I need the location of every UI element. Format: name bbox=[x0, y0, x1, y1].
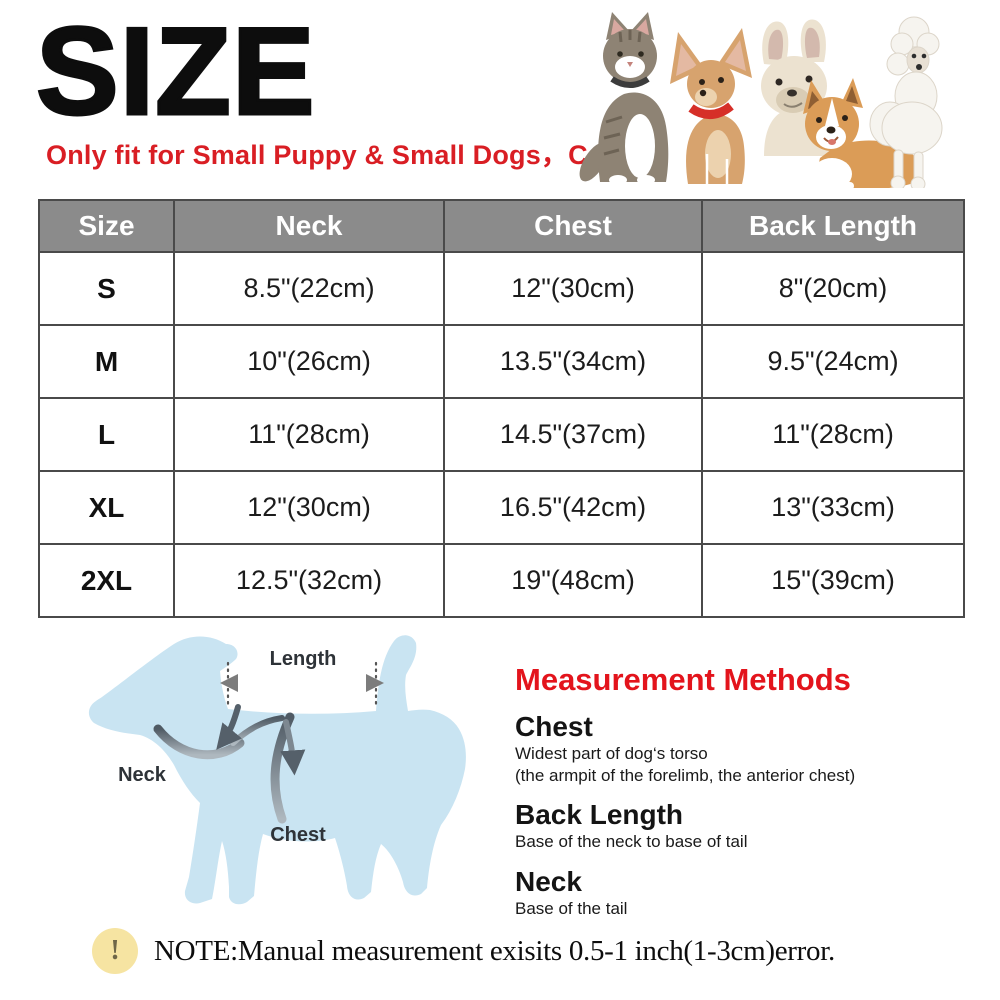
column-header-size: Size bbox=[38, 199, 175, 253]
cell-size: M bbox=[38, 324, 175, 399]
exclamation-icon: ! bbox=[92, 928, 138, 974]
tabby-cat-image bbox=[579, 12, 669, 185]
cell-neck: 12.5"(32cm) bbox=[173, 543, 445, 618]
cell-chest: 14.5"(37cm) bbox=[443, 397, 703, 472]
column-header-chest: Chest bbox=[443, 199, 703, 253]
method-description: Widest part of dog‘s torso bbox=[515, 744, 708, 764]
chihuahua-image bbox=[670, 28, 752, 184]
method-description: Base of the neck to base of tail bbox=[515, 832, 748, 852]
cell-size: S bbox=[38, 251, 175, 326]
cell-back-length: 8"(20cm) bbox=[701, 251, 965, 326]
cell-neck: 10"(26cm) bbox=[173, 324, 445, 399]
column-header-back-length: Back Length bbox=[701, 199, 965, 253]
diagram-label-length: Length bbox=[270, 648, 337, 670]
cell-chest: 13.5"(34cm) bbox=[443, 324, 703, 399]
table-row: M 10"(26cm) 13.5"(34cm) 9.5"(24cm) bbox=[38, 324, 965, 399]
cell-neck: 12"(30cm) bbox=[173, 470, 445, 545]
column-header-neck: Neck bbox=[173, 199, 445, 253]
cell-chest: 12"(30cm) bbox=[443, 251, 703, 326]
cell-back-length: 9.5"(24cm) bbox=[701, 324, 965, 399]
diagram-label-neck: Neck bbox=[118, 764, 167, 786]
method-description: (the armpit of the forelimb, the anterio… bbox=[515, 765, 856, 785]
cell-neck: 11"(28cm) bbox=[173, 397, 445, 472]
note-text: NOTE:Manual measurement exisits 0.5-1 in… bbox=[154, 934, 835, 967]
cell-size: 2XL bbox=[38, 543, 175, 618]
cell-back-length: 11"(28cm) bbox=[701, 397, 965, 472]
neck-pointer-arrow bbox=[216, 704, 242, 750]
table-row: L 11"(28cm) 14.5"(37cm) 11"(28cm) bbox=[38, 397, 965, 472]
measurement-methods: Measurement Methods Chest Widest part of… bbox=[515, 662, 955, 919]
length-arrowhead-right bbox=[366, 674, 384, 692]
size-table: Size Neck Chest Back Length S 8.5"(22cm)… bbox=[38, 199, 965, 618]
table-header-row: Size Neck Chest Back Length bbox=[38, 199, 965, 253]
cell-back-length: 15"(39cm) bbox=[701, 543, 965, 618]
measurement-methods-title: Measurement Methods bbox=[515, 662, 851, 697]
method-heading-back-length: Back Length bbox=[515, 798, 684, 830]
cell-neck: 8.5"(22cm) bbox=[173, 251, 445, 326]
cell-size: XL bbox=[38, 470, 175, 545]
note-row: ! NOTE:Manual measurement exisits 0.5-1 … bbox=[92, 928, 835, 974]
method-heading-chest: Chest bbox=[515, 711, 593, 742]
cell-back-length: 13"(33cm) bbox=[701, 470, 965, 545]
length-arrowhead-left bbox=[220, 674, 238, 692]
table-row: S 8.5"(22cm) 12"(30cm) 8"(20cm) bbox=[38, 251, 965, 326]
cell-chest: 16.5"(42cm) bbox=[443, 470, 703, 545]
cell-size: L bbox=[38, 397, 175, 472]
table-row: 2XL 12.5"(32cm) 19"(48cm) 15"(39cm) bbox=[38, 543, 965, 618]
method-heading-neck: Neck bbox=[515, 865, 582, 897]
dog-measurement-diagram: Length Neck Chest bbox=[88, 635, 466, 905]
pets-photo bbox=[579, 12, 943, 188]
table-row: XL 12"(30cm) 16.5"(42cm) 13"(33cm) bbox=[38, 470, 965, 545]
chest-pointer-arrow bbox=[280, 719, 306, 776]
poodle-image bbox=[869, 16, 943, 188]
diagram-label-chest: Chest bbox=[270, 824, 326, 846]
method-description: Base of the tail bbox=[515, 898, 628, 918]
page-subtitle: Only fit for Small Puppy & Small Dogs，Ca… bbox=[46, 140, 628, 170]
page-title: SIZE bbox=[35, 3, 317, 141]
cell-chest: 19"(48cm) bbox=[443, 543, 703, 618]
